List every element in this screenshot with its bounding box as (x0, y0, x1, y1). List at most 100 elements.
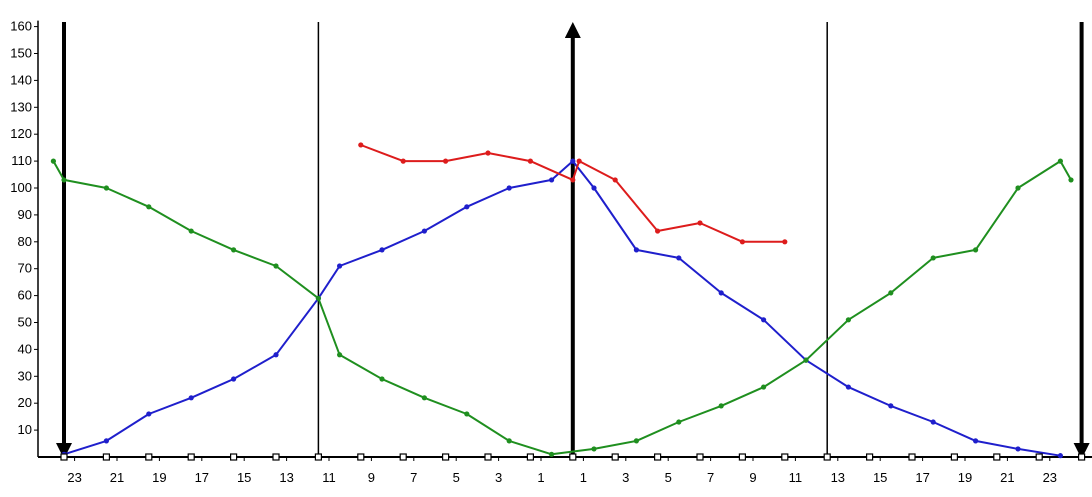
blue-series-point (146, 411, 152, 417)
y-tick-label: 50 (18, 315, 32, 330)
x-tick-label: 3 (622, 470, 629, 485)
blue-series-point (570, 158, 576, 164)
red-series-point (697, 220, 703, 226)
blue-series-point (930, 419, 936, 425)
green-series-point (188, 228, 194, 234)
green-series-point (930, 255, 936, 261)
y-tick-label: 30 (18, 368, 32, 383)
x-tick-label: 13 (831, 470, 845, 485)
y-tick-label: 130 (10, 99, 32, 114)
x-tick-label: 19 (152, 470, 166, 485)
green-series-point (676, 419, 682, 425)
red-series-point (527, 158, 534, 164)
x-axis-square-marker (1077, 453, 1086, 461)
blue-series-point (337, 263, 343, 269)
blue-series-point (506, 185, 512, 191)
x-axis-square-marker (484, 453, 492, 461)
x-axis-square-marker (738, 453, 747, 461)
x-tick-label: 13 (279, 470, 293, 485)
blue-series-point (1057, 453, 1063, 459)
x-tick-label: 15 (873, 470, 887, 485)
x-axis-square-marker (993, 453, 1001, 461)
x-tick-label: 19 (958, 470, 972, 485)
red-series-point (655, 228, 661, 234)
y-tick-label: 120 (10, 126, 32, 141)
y-tick-label: 20 (18, 395, 32, 410)
x-tick-label: 5 (453, 470, 460, 485)
red-series-point (612, 177, 618, 183)
x-tick-label: 15 (237, 470, 251, 485)
x-tick-label: 1 (580, 470, 587, 485)
x-tick-label: 5 (665, 470, 672, 485)
blue-series-point (1015, 446, 1021, 452)
blue-series-point (464, 204, 470, 210)
blue-series-point (421, 228, 427, 234)
green-series-point (337, 352, 343, 358)
green-series-point (273, 263, 279, 269)
x-axis-square-marker (399, 453, 407, 461)
x-axis-square-marker (611, 453, 619, 461)
y-tick-label: 80 (18, 234, 32, 249)
blue-series-point (718, 290, 724, 296)
x-axis-square-marker (908, 453, 916, 461)
x-axis: 23 21 19 17 15 13 11 9 7 5 3 1 1 3 5 7 9 11 13 15 17 19 21 23 (38, 456, 1092, 485)
green-series-point (633, 438, 640, 444)
x-axis-square-marker (357, 453, 365, 461)
green-series-point (591, 446, 597, 452)
green-series-point (421, 395, 427, 401)
red-series-point (485, 150, 491, 156)
red-series-line (360, 144, 785, 243)
blue-series-point (273, 352, 279, 358)
x-tick-label: 21 (1000, 470, 1014, 485)
x-tick-label: 7 (410, 470, 417, 485)
green-series-point (803, 357, 809, 363)
blue-series-point (973, 438, 979, 444)
green-series-point (506, 438, 512, 444)
x-tick-label: 21 (110, 470, 124, 485)
blue-series-point (103, 438, 109, 444)
green-series-point (888, 290, 894, 296)
y-tick-label: 90 (18, 207, 32, 222)
blue-series-point (888, 403, 894, 409)
green-series-point (464, 411, 470, 417)
blue-series-point (188, 395, 194, 401)
x-tick-label: 3 (495, 470, 502, 485)
blue-series-point (549, 177, 555, 183)
green-series-point (761, 384, 767, 390)
blue-series-point (591, 185, 597, 191)
red-series-point (782, 239, 788, 245)
x-axis-square-marker (569, 453, 577, 461)
red-series-point (400, 158, 406, 164)
x-tick-label: 17 (195, 470, 209, 485)
red-series-point (576, 158, 582, 164)
green-series-point (1015, 185, 1021, 191)
red-series-point (739, 239, 746, 245)
x-tick-label: 7 (707, 470, 714, 485)
x-axis-square-marker (145, 453, 153, 461)
red-series-point (443, 158, 449, 164)
green-series-point (845, 317, 852, 323)
y-tick-label: 60 (18, 288, 32, 303)
x-axis-square-marker (653, 453, 662, 461)
green-series-point (1057, 158, 1063, 164)
green-series-point (549, 451, 555, 457)
x-axis-square-marker (272, 453, 280, 461)
y-tick-label: 70 (18, 261, 32, 276)
x-tick-label: 1 (537, 470, 544, 485)
green-series-line (52, 160, 1072, 456)
blue-series-point (845, 384, 852, 390)
y-tick-label: 40 (18, 341, 32, 356)
green-series-point (146, 204, 152, 210)
green-series-point (103, 185, 109, 191)
x-axis-square-marker (102, 453, 111, 461)
y-tick-label: 140 (10, 72, 32, 87)
green-series-point (379, 376, 385, 382)
x-tick-label: 9 (368, 470, 375, 485)
y-tick-label: 100 (10, 180, 32, 195)
green-series-point (1068, 177, 1074, 183)
vertical-reference-lines (56, 22, 1090, 459)
green-series-point (50, 158, 57, 164)
x-axis-square-marker (230, 453, 238, 461)
x-axis-square-marker (442, 453, 450, 461)
y-tick-label: 160 (10, 19, 32, 34)
